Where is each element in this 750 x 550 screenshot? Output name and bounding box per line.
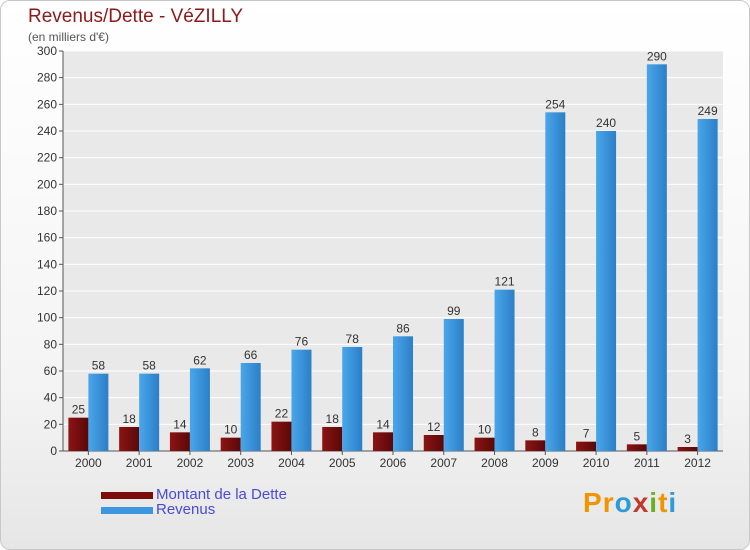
y-tick-label: 220 bbox=[37, 151, 57, 165]
bar-revenus bbox=[443, 319, 464, 451]
data-label-revenus: 66 bbox=[244, 348, 258, 362]
bar-dette bbox=[271, 421, 292, 451]
logo-letter: o bbox=[614, 487, 633, 518]
y-tick-label: 0 bbox=[50, 444, 57, 458]
x-tick-label: 2000 bbox=[75, 456, 102, 470]
bar-revenus bbox=[88, 373, 109, 451]
data-label-revenus: 58 bbox=[92, 359, 106, 373]
y-tick-label: 280 bbox=[37, 71, 57, 85]
data-label-dette: 12 bbox=[427, 420, 441, 434]
data-label-dette: 3 bbox=[684, 432, 691, 446]
bar-revenus bbox=[393, 336, 413, 451]
bar-revenus bbox=[646, 64, 667, 452]
bar-revenus bbox=[545, 112, 566, 451]
data-label-dette: 25 bbox=[72, 403, 86, 417]
data-label-dette: 18 bbox=[122, 412, 136, 426]
y-tick-label: 20 bbox=[44, 417, 58, 431]
data-label-revenus: 58 bbox=[142, 359, 156, 373]
bar-dette bbox=[119, 427, 140, 451]
bar-revenus bbox=[342, 347, 363, 451]
data-label-revenus: 78 bbox=[346, 332, 360, 346]
bar-dette bbox=[322, 427, 343, 451]
bar-dette bbox=[68, 417, 89, 451]
logo-letter: r bbox=[602, 487, 615, 518]
bar-dette bbox=[423, 435, 444, 451]
bar-revenus bbox=[596, 131, 617, 451]
bar-dette bbox=[220, 437, 241, 451]
y-tick-label: 200 bbox=[37, 177, 57, 191]
logo-letter: t bbox=[658, 487, 669, 518]
x-tick-label: 2002 bbox=[177, 456, 204, 470]
bar-dette bbox=[474, 437, 495, 451]
data-label-revenus: 76 bbox=[295, 335, 309, 349]
x-tick-label: 2003 bbox=[227, 456, 254, 470]
bar-revenus bbox=[291, 349, 312, 451]
y-tick-label: 80 bbox=[44, 337, 58, 351]
x-tick-label: 2011 bbox=[634, 456, 660, 470]
y-tick-label: 180 bbox=[37, 204, 57, 218]
y-tick-label: 120 bbox=[37, 284, 57, 298]
data-label-revenus: 99 bbox=[447, 304, 461, 318]
logo-letter: i bbox=[668, 487, 678, 518]
x-tick-label: 2006 bbox=[380, 456, 407, 470]
data-label-revenus: 121 bbox=[495, 275, 515, 289]
data-label-dette: 8 bbox=[532, 425, 539, 439]
y-tick-label: 260 bbox=[37, 97, 57, 111]
bar-dette bbox=[576, 441, 597, 451]
bar-revenus bbox=[494, 289, 515, 451]
x-tick-label: 2009 bbox=[532, 456, 559, 470]
bar-revenus bbox=[240, 363, 261, 451]
data-label-dette: 7 bbox=[583, 427, 590, 441]
x-tick-label: 2004 bbox=[278, 456, 305, 470]
x-tick-label: 2001 bbox=[126, 456, 153, 470]
data-label-revenus: 249 bbox=[698, 104, 718, 118]
legend-item-revenus: Revenus bbox=[101, 501, 215, 518]
y-tick-label: 140 bbox=[37, 257, 57, 271]
data-label-dette: 18 bbox=[326, 412, 340, 426]
bar-revenus bbox=[189, 368, 210, 451]
data-label-dette: 5 bbox=[634, 429, 641, 443]
y-tick-label: 160 bbox=[37, 231, 57, 245]
data-label-dette: 22 bbox=[275, 407, 289, 421]
data-label-dette: 10 bbox=[478, 423, 492, 437]
data-label-revenus: 290 bbox=[647, 49, 667, 63]
logo-letter: P bbox=[583, 487, 603, 518]
proxiti-logo: Proxiti bbox=[583, 487, 677, 519]
data-label-dette: 10 bbox=[224, 423, 238, 437]
legend-label-dette: Montant de la Dette bbox=[156, 486, 287, 503]
legend-label-revenus: Revenus bbox=[156, 501, 216, 518]
data-label-revenus: 240 bbox=[596, 116, 616, 130]
data-label-revenus: 62 bbox=[193, 353, 207, 367]
data-label-revenus: 254 bbox=[545, 97, 565, 111]
logo-letter: x bbox=[632, 487, 650, 518]
x-tick-label: 2007 bbox=[430, 456, 457, 470]
bar-dette bbox=[626, 444, 647, 451]
bar-revenus bbox=[697, 119, 718, 451]
y-tick-label: 40 bbox=[44, 391, 58, 405]
chart-title: Revenus/Dette - VéZILLY bbox=[28, 6, 244, 27]
bar-dette bbox=[169, 432, 190, 451]
bar-revenus bbox=[139, 373, 160, 451]
data-label-dette: 14 bbox=[173, 417, 187, 431]
x-tick-label: 2012 bbox=[684, 456, 711, 470]
x-tick-label: 2010 bbox=[583, 456, 610, 470]
y-tick-label: 300 bbox=[37, 44, 57, 58]
bar-dette bbox=[373, 432, 393, 451]
data-label-revenus: 86 bbox=[396, 321, 410, 335]
x-tick-label: 2008 bbox=[481, 456, 508, 470]
chart-subtitle: (en milliers d'€) bbox=[28, 30, 109, 44]
legend-item-dette: Montant de la Dette bbox=[101, 486, 287, 503]
data-label-dette: 14 bbox=[376, 417, 390, 431]
y-tick-label: 100 bbox=[37, 311, 57, 325]
logo-letter: i bbox=[649, 487, 659, 518]
bar-dette bbox=[525, 440, 546, 451]
y-tick-label: 240 bbox=[37, 124, 57, 138]
legend-swatch-revenus bbox=[101, 506, 153, 514]
bar-dette bbox=[677, 447, 698, 451]
y-tick-label: 60 bbox=[44, 364, 58, 378]
legend-swatch-dette bbox=[101, 491, 153, 499]
x-tick-label: 2005 bbox=[329, 456, 356, 470]
